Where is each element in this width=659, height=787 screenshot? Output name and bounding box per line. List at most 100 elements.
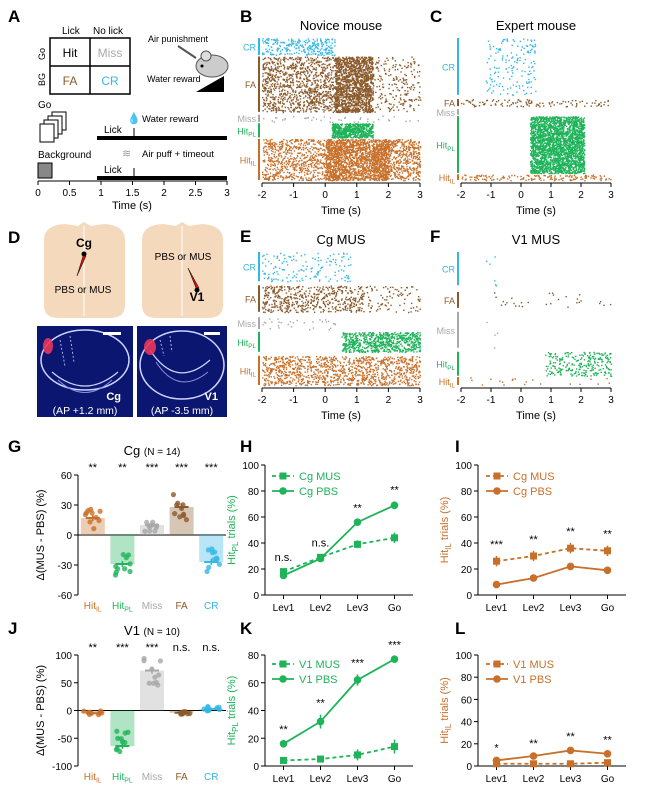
lick-dot <box>334 41 336 43</box>
lick-dot <box>325 47 327 49</box>
lick-dot <box>335 80 337 83</box>
lick-dot <box>345 81 347 83</box>
lick-dot <box>284 155 287 158</box>
lick-dot <box>362 82 365 84</box>
lick-dot <box>319 79 322 81</box>
lick-dot <box>298 49 301 52</box>
lick-dot <box>350 129 352 131</box>
lick-dot <box>282 97 285 100</box>
lick-dot <box>364 134 367 136</box>
lick-dot <box>273 61 276 64</box>
lick-dot <box>310 178 312 180</box>
lick-dot <box>280 82 282 84</box>
lick-dot <box>325 169 327 172</box>
lick-dot <box>347 81 349 83</box>
lick-dot <box>303 73 306 76</box>
lick-dot <box>289 139 292 142</box>
lick-dot <box>376 103 379 106</box>
lick-dot <box>337 85 339 88</box>
lick-dot <box>340 162 342 164</box>
lick-dot <box>265 42 267 44</box>
lick-dot <box>367 94 369 97</box>
lick-dot <box>367 133 369 135</box>
lick-dot <box>262 58 264 61</box>
lick-dot <box>313 48 316 50</box>
lick-dot <box>348 123 350 126</box>
lick-dot <box>319 73 322 75</box>
lick-dot <box>304 51 307 53</box>
lick-dot <box>320 84 322 87</box>
lick-dot <box>351 175 353 178</box>
lick-dot <box>375 67 378 69</box>
lick-dot <box>296 44 298 46</box>
lick-dot <box>318 93 320 96</box>
lick-dot <box>275 69 278 71</box>
lick-dot <box>285 148 287 150</box>
lick-dot <box>282 88 284 91</box>
lick-dot <box>367 118 369 120</box>
lick-dot <box>273 53 275 56</box>
lick-dot <box>352 129 354 131</box>
lick-dot <box>302 105 305 107</box>
lick-dot <box>289 165 292 168</box>
lick-dot <box>366 72 368 74</box>
lick-dot <box>280 98 282 100</box>
lick-dot <box>272 179 274 181</box>
lick-dot <box>291 153 293 155</box>
lick-dot <box>357 128 359 130</box>
lick-dot <box>358 130 361 133</box>
lick-dot <box>266 151 268 153</box>
lick-dot <box>290 175 292 177</box>
lick-dot <box>303 105 306 107</box>
lick-dot <box>378 85 381 88</box>
lick-dot <box>343 108 345 110</box>
lick-dot <box>350 133 353 136</box>
lick-dot <box>271 145 273 148</box>
a-air-puff: Air puff + timeout <box>142 149 214 160</box>
lick-dot <box>348 99 351 101</box>
lick-dot <box>338 56 340 58</box>
lick-dot <box>310 46 312 49</box>
lick-dot <box>341 104 343 107</box>
lick-dot <box>315 101 318 103</box>
lick-dot <box>348 105 350 107</box>
lick-dot <box>331 107 333 109</box>
lick-dot <box>277 79 280 81</box>
lick-dot <box>377 68 379 70</box>
lick-dot <box>300 142 302 145</box>
lick-dot <box>326 108 328 110</box>
lick-dot <box>279 152 282 154</box>
lick-dot <box>405 81 407 83</box>
go-stim-icon <box>39 111 67 143</box>
lick-dot <box>280 65 282 67</box>
lick-dot <box>267 178 270 180</box>
lick-dot <box>359 87 361 90</box>
lick-dot <box>359 70 361 73</box>
lick-dot <box>306 86 308 88</box>
lick-dot <box>319 162 322 164</box>
lick-dot <box>292 41 294 43</box>
lick-dot <box>372 73 374 75</box>
lick-dot <box>265 166 267 169</box>
lick-dot <box>276 81 278 83</box>
lick-dot <box>311 166 313 168</box>
lick-dot <box>276 149 278 151</box>
lick-dot <box>280 109 282 112</box>
lick-dot <box>341 106 343 108</box>
lick-dot <box>328 88 330 90</box>
lick-dot <box>372 87 374 89</box>
lick-dot <box>263 139 265 141</box>
lick-dot <box>305 86 307 88</box>
lick-dot <box>341 87 343 89</box>
lick-dot <box>338 77 341 79</box>
lick-dot <box>340 119 342 121</box>
lick-dot <box>353 60 355 63</box>
lick-dot <box>362 68 364 71</box>
lick-dot <box>272 96 274 98</box>
lick-dot <box>376 86 378 88</box>
lick-dot <box>262 160 264 162</box>
lick-dot <box>269 71 271 73</box>
lick-dot <box>297 102 300 105</box>
lick-dot <box>331 121 334 124</box>
lick-dot <box>384 60 386 63</box>
